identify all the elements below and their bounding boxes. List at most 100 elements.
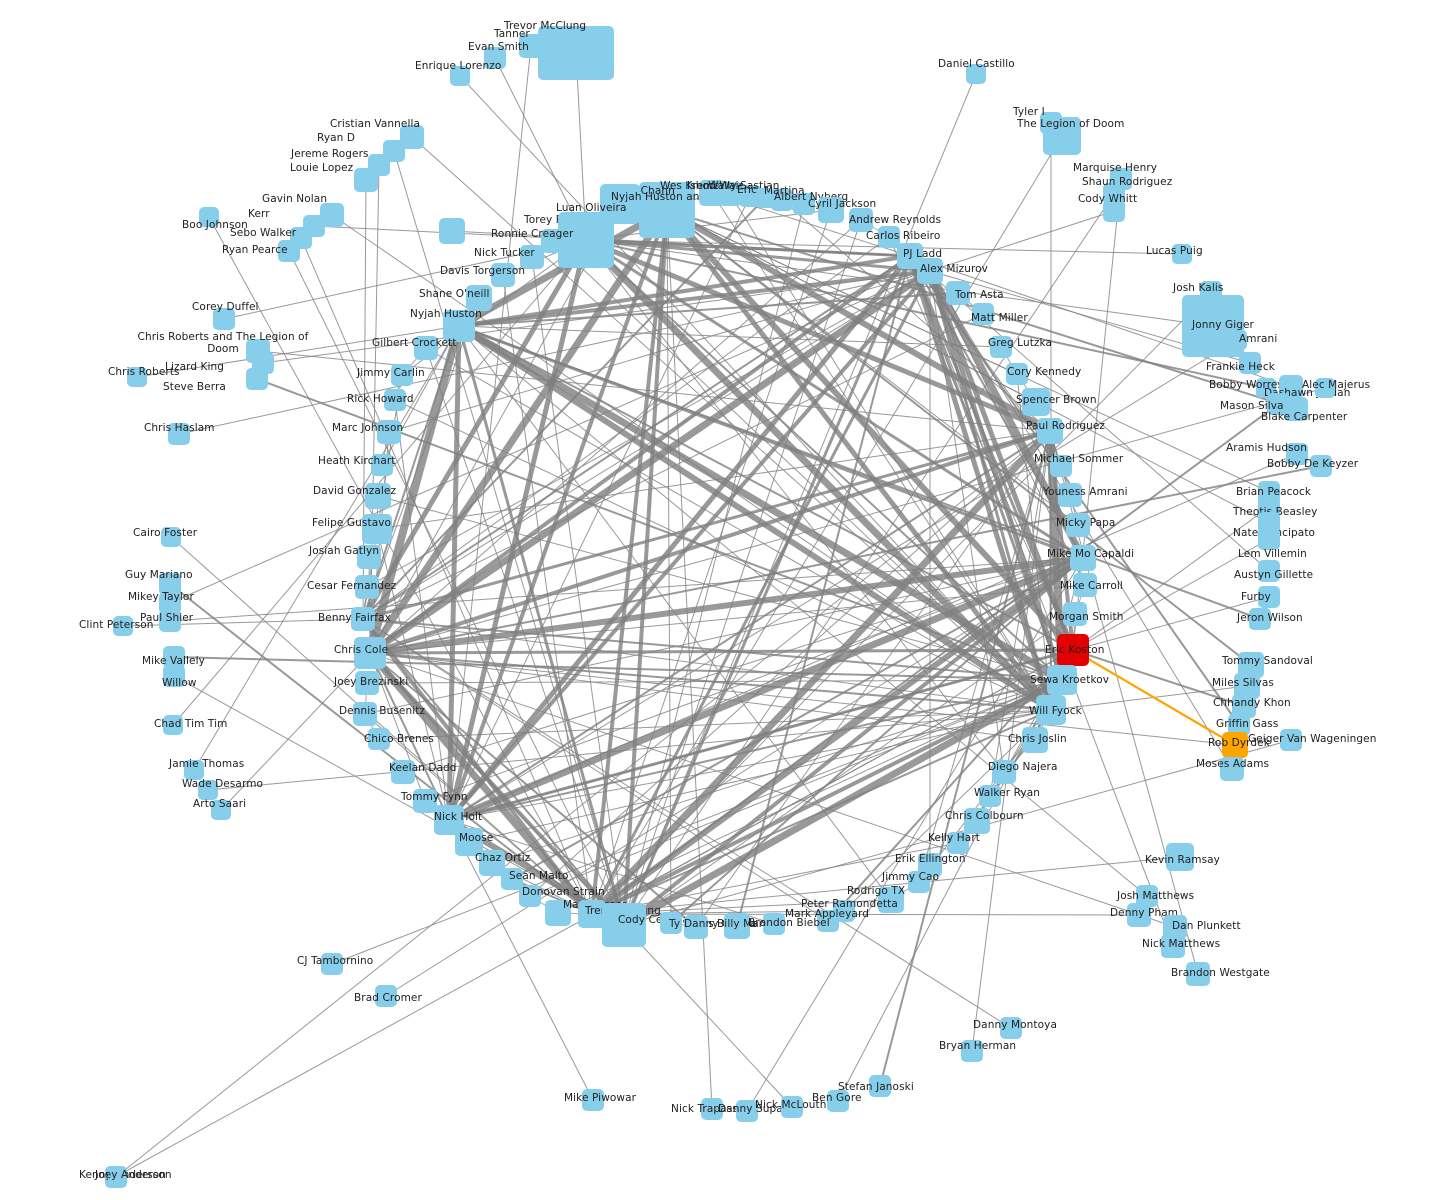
graph-node[interactable] — [159, 573, 181, 595]
graph-node[interactable] — [964, 808, 990, 834]
graph-node[interactable] — [168, 423, 190, 445]
graph-node[interactable] — [384, 389, 406, 411]
graph-node[interactable] — [439, 218, 465, 244]
graph-node[interactable] — [538, 26, 614, 80]
graph-node[interactable] — [391, 760, 415, 784]
graph-node[interactable] — [763, 913, 785, 935]
graph-node[interactable] — [755, 188, 775, 208]
graph-node[interactable] — [161, 527, 181, 547]
graph-node[interactable] — [992, 760, 1016, 784]
graph-node[interactable] — [113, 616, 133, 636]
graph-node[interactable] — [375, 985, 397, 1007]
graph-node[interactable] — [213, 308, 235, 330]
graph-node[interactable] — [660, 912, 682, 934]
graph-node[interactable] — [1186, 962, 1210, 986]
graph-node[interactable] — [541, 229, 565, 253]
graph-node[interactable] — [1280, 729, 1302, 751]
graph-node[interactable] — [869, 1075, 891, 1097]
graph-node[interactable] — [1047, 665, 1077, 695]
graph-node[interactable] — [163, 665, 185, 687]
graph-node[interactable] — [391, 364, 413, 386]
graph-node[interactable] — [1036, 695, 1066, 725]
graph-node[interactable] — [979, 785, 1001, 807]
graph-node[interactable] — [1172, 244, 1192, 264]
graph-node[interactable] — [1006, 363, 1028, 385]
graph-node[interactable] — [908, 871, 930, 893]
graph-node[interactable] — [1239, 352, 1261, 374]
graph-node[interactable] — [684, 915, 708, 939]
graph-node[interactable] — [1249, 608, 1271, 630]
graph-node[interactable] — [578, 900, 606, 928]
graph-node[interactable] — [1073, 573, 1097, 597]
graph-node[interactable] — [211, 800, 231, 820]
graph-node[interactable] — [443, 310, 475, 342]
graph-node[interactable] — [817, 910, 839, 932]
graph-node[interactable] — [355, 671, 379, 695]
graph-node[interactable] — [362, 514, 392, 544]
graph-node[interactable] — [519, 34, 543, 58]
graph-node[interactable] — [357, 545, 381, 569]
graph-node[interactable] — [466, 285, 492, 311]
graph-node[interactable] — [701, 1098, 723, 1120]
graph-node[interactable] — [781, 1096, 803, 1118]
graph-node[interactable] — [353, 702, 377, 726]
graph-node[interactable] — [355, 575, 379, 599]
graph-node[interactable] — [1103, 183, 1125, 205]
graph-node[interactable] — [520, 245, 544, 269]
graph-node[interactable] — [413, 789, 437, 813]
graph-node[interactable] — [818, 197, 844, 223]
graph-node[interactable] — [1267, 393, 1289, 415]
graph-node[interactable] — [377, 420, 401, 444]
graph-node[interactable] — [184, 760, 204, 780]
graph-node[interactable] — [1070, 545, 1096, 571]
graph-node[interactable] — [1166, 843, 1194, 871]
graph-node[interactable] — [1220, 757, 1244, 781]
graph-node[interactable] — [371, 454, 393, 476]
graph-node[interactable] — [365, 483, 391, 509]
graph-node[interactable] — [1043, 117, 1081, 155]
graph-node[interactable] — [878, 226, 900, 248]
graph-node[interactable] — [1315, 378, 1335, 398]
graph-node[interactable] — [639, 182, 695, 238]
graph-node[interactable] — [491, 263, 515, 287]
graph-node[interactable] — [1050, 455, 1072, 477]
graph-node[interactable] — [199, 207, 219, 227]
graph-node[interactable] — [198, 780, 218, 800]
graph-node[interactable] — [1284, 397, 1308, 421]
graph-node[interactable] — [946, 281, 970, 305]
graph-node[interactable] — [278, 240, 300, 262]
graph-node[interactable] — [736, 1100, 758, 1122]
graph-node[interactable] — [351, 607, 375, 631]
graph-node[interactable] — [558, 212, 614, 268]
graph-node[interactable] — [108, 1167, 126, 1185]
graph-node[interactable] — [972, 303, 994, 325]
graph-node[interactable] — [1258, 560, 1280, 582]
graph-node[interactable] — [1310, 455, 1332, 477]
graph-node[interactable] — [159, 610, 181, 632]
graph-node[interactable] — [414, 336, 438, 360]
graph-node[interactable] — [501, 868, 523, 890]
graph-node[interactable] — [1258, 586, 1280, 608]
graph-node[interactable] — [1037, 418, 1063, 444]
graph-node[interactable] — [368, 728, 390, 750]
graph-node[interactable] — [849, 208, 873, 232]
graph-node[interactable] — [354, 637, 386, 669]
graph-node[interactable] — [519, 885, 541, 907]
graph-node[interactable] — [1058, 483, 1082, 507]
graph-node[interactable] — [484, 47, 506, 69]
graph-node[interactable] — [479, 850, 505, 876]
graph-node[interactable] — [724, 913, 750, 939]
graph-node[interactable] — [793, 193, 815, 215]
graph-node[interactable] — [455, 828, 483, 856]
graph-node[interactable] — [947, 832, 969, 854]
graph-node[interactable] — [966, 64, 986, 84]
graph-node[interactable] — [771, 189, 793, 211]
graph-node[interactable] — [1057, 634, 1089, 666]
graph-node[interactable] — [545, 900, 571, 926]
graph-node[interactable] — [321, 953, 343, 975]
graph-node[interactable] — [163, 715, 183, 735]
graph-node[interactable] — [1000, 1017, 1022, 1039]
graph-node[interactable] — [1103, 200, 1125, 222]
graph-node[interactable] — [450, 66, 470, 86]
graph-node[interactable] — [1066, 513, 1090, 537]
